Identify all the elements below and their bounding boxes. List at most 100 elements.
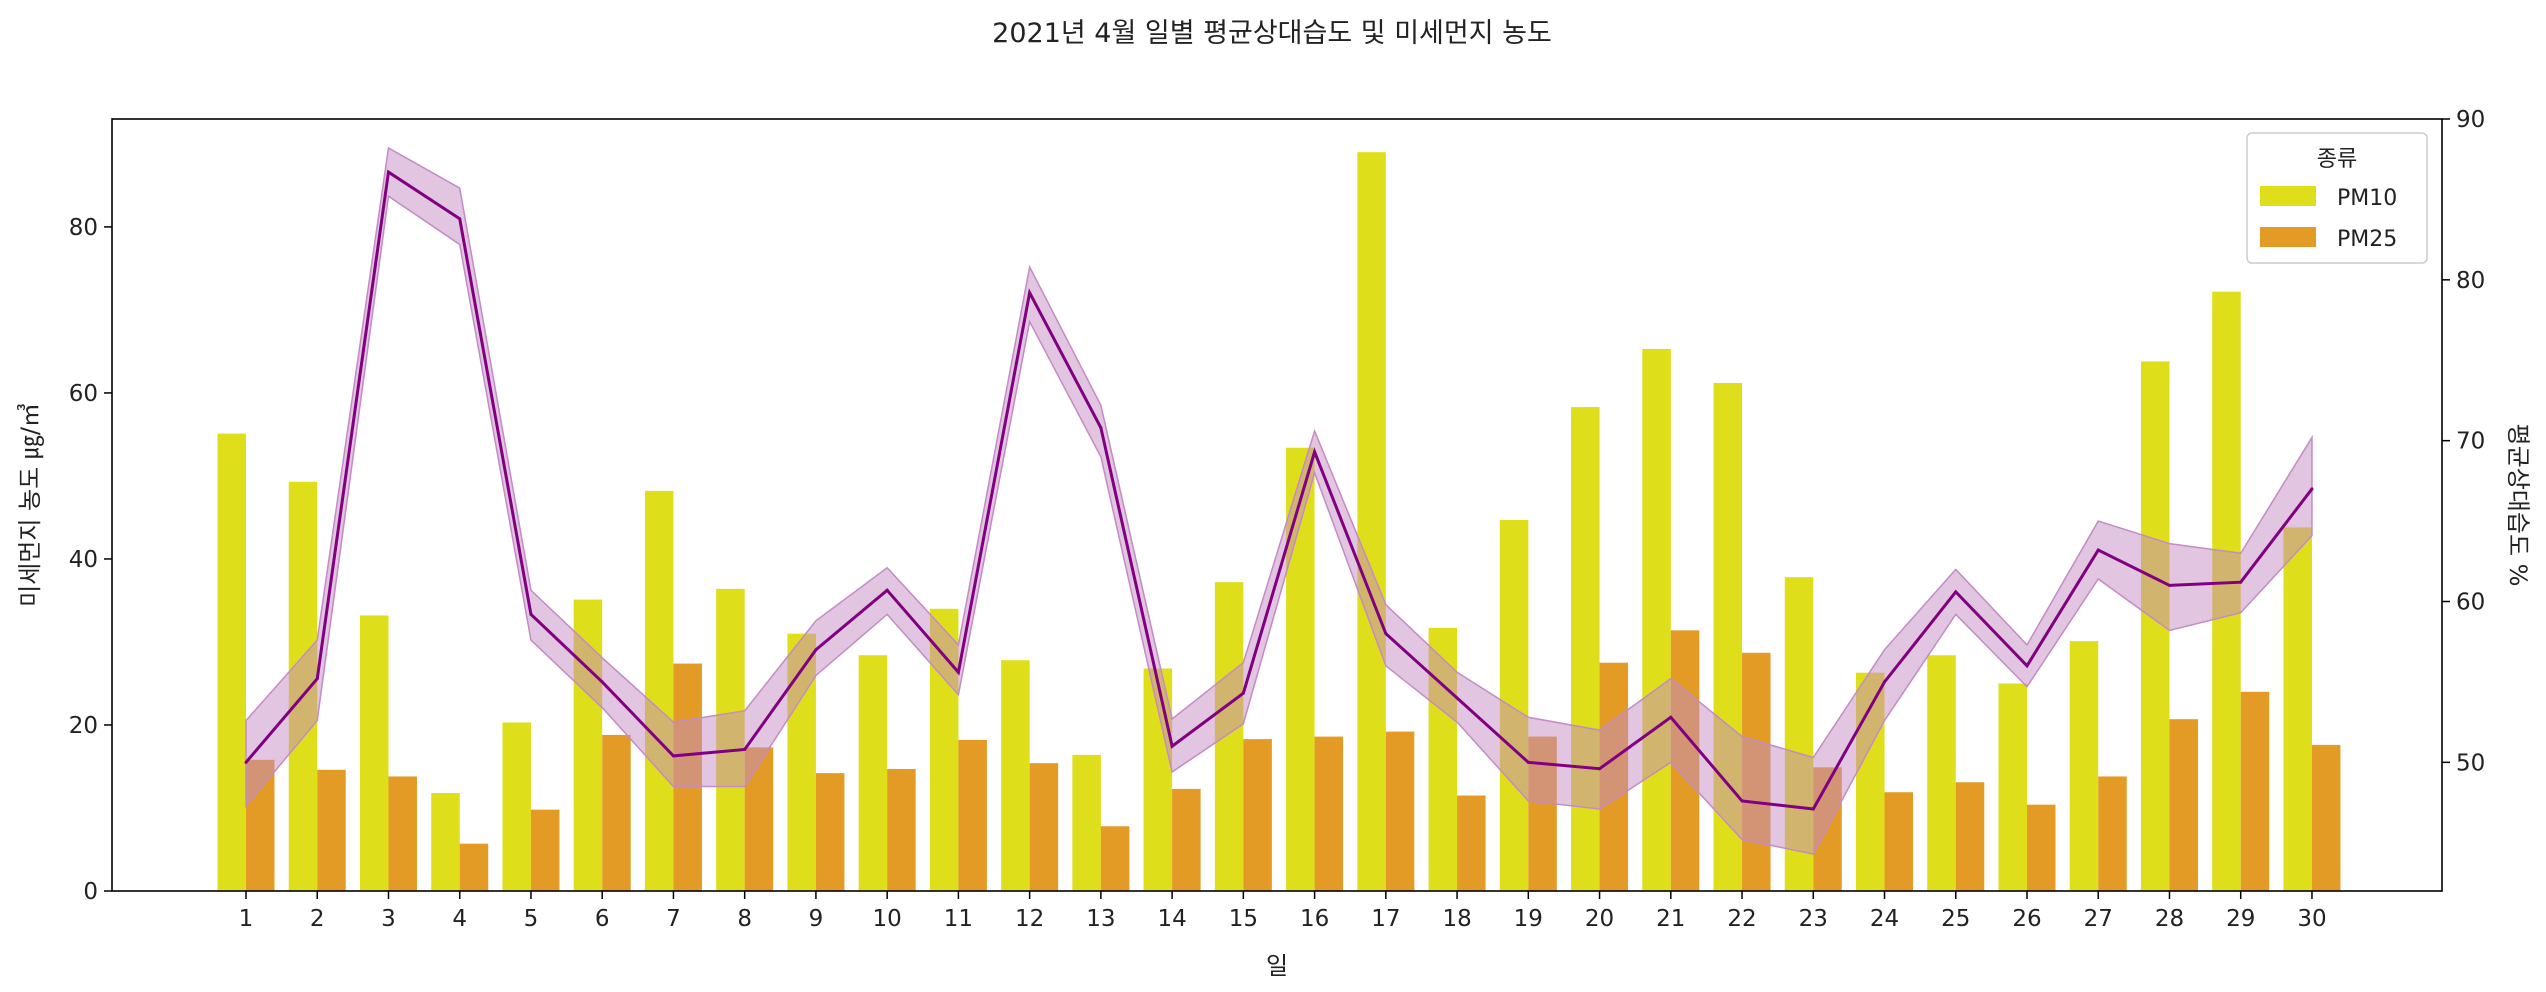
humidity-point <box>386 170 390 174</box>
x-tick-label: 7 <box>666 906 681 932</box>
x-tick-label: 5 <box>524 906 539 932</box>
bar-pm25 <box>958 739 987 891</box>
bar-pm10 <box>1001 660 1030 891</box>
humidity-line <box>244 169 2314 811</box>
bar-pm25 <box>2027 804 2056 891</box>
x-tick-label: 12 <box>1015 906 1044 932</box>
bar-pm25 <box>1385 731 1415 891</box>
humidity-point <box>743 747 747 751</box>
bar-pm25 <box>815 773 845 891</box>
humidity-point <box>1455 696 1459 700</box>
humidity-point <box>1811 807 1815 811</box>
x-tick-label: 19 <box>1514 906 1543 932</box>
bar-layer <box>217 152 2341 892</box>
bar-pm10 <box>1072 754 1101 891</box>
x-tick-label: 22 <box>1727 906 1756 932</box>
bar-pm10 <box>1642 348 1671 891</box>
plot-frame <box>111 118 2443 892</box>
bar-pm25 <box>2240 691 2270 891</box>
bar-pm25 <box>1884 792 1914 891</box>
x-tick-label: 24 <box>1870 906 1899 932</box>
x-axis: 1 2 3 4 5 6 7 8 9 10 11 12 13 14 15 16 17 18 19 20 21 22 23 24 2… <box>239 891 2327 932</box>
x-tick-label: 16 <box>1300 906 1329 932</box>
x-tick-label: 1 <box>239 906 254 932</box>
y-left-tick-label: 20 <box>69 713 98 739</box>
band-layer <box>245 146 2313 855</box>
y-left-tick-label: 0 <box>83 879 98 905</box>
humidity-point <box>2310 487 2314 491</box>
bar-pm25 <box>1457 795 1486 891</box>
bar-pm10 <box>217 433 246 891</box>
humidity-point <box>1028 291 1032 295</box>
bar-pm10 <box>1571 407 1600 891</box>
x-tick-label: 21 <box>1656 906 1685 932</box>
x-tick-label: 6 <box>595 906 610 932</box>
x-tick-label: 26 <box>2012 906 2041 932</box>
bar-pm25 <box>530 809 560 891</box>
x-axis-label: 일 <box>1266 952 1288 980</box>
humidity-point <box>458 217 462 221</box>
humidity-point <box>1313 450 1317 454</box>
humidity-point <box>1598 767 1602 771</box>
bar-pm25 <box>2098 776 2127 891</box>
x-tick-label: 9 <box>809 906 824 932</box>
x-tick-label: 25 <box>1941 906 1970 932</box>
legend-label-pm10: PM10 <box>2337 186 2397 211</box>
x-tick-label: 3 <box>381 906 396 932</box>
bar-pm10 <box>502 722 531 891</box>
x-tick-label: 4 <box>452 906 467 932</box>
x-tick-label: 13 <box>1086 906 1115 932</box>
x-tick-label: 2 <box>310 906 325 932</box>
humidity-point <box>1883 680 1887 684</box>
x-tick-label: 28 <box>2155 906 2184 932</box>
bar-pm10 <box>644 490 674 891</box>
humidity-point <box>1740 799 1744 803</box>
humidity-point <box>956 670 960 674</box>
humidity-point <box>315 677 319 681</box>
humidity-point <box>1669 715 1673 719</box>
y-left-tick-label: 40 <box>69 547 98 573</box>
y-axis-left: 0 20 40 60 80 <box>69 215 112 905</box>
bar-pm10 <box>1357 152 1386 892</box>
humidity-point <box>1954 590 1958 594</box>
x-tick-label: 20 <box>1585 906 1614 932</box>
bar-pm10 <box>359 615 389 891</box>
humidity-point <box>814 648 818 652</box>
bar-pm25 <box>317 769 346 891</box>
bar-pm25 <box>2311 744 2341 891</box>
y-left-tick-label: 80 <box>69 215 98 241</box>
x-tick-label: 14 <box>1157 906 1186 932</box>
y-right-tick-label: 60 <box>2456 590 2485 616</box>
y-right-tick-label: 70 <box>2456 429 2485 455</box>
y-right-tick-label: 90 <box>2456 107 2485 133</box>
humidity-point <box>529 612 533 616</box>
bar-pm25 <box>1314 736 1344 891</box>
bar-pm25 <box>887 768 916 891</box>
bar-pm25 <box>602 734 631 891</box>
bar-pm10 <box>1998 683 2027 891</box>
x-tick-label: 17 <box>1371 906 1400 932</box>
y-axis-left-label: 미세먼지 농도 ㎍/㎥ <box>16 403 45 607</box>
humidity-point <box>1384 632 1388 636</box>
x-tick-label: 10 <box>873 906 902 932</box>
legend-swatch-pm25 <box>2260 227 2316 247</box>
bar-pm25 <box>1029 763 1059 891</box>
x-tick-label: 18 <box>1442 906 1471 932</box>
x-tick-label: 8 <box>737 906 752 932</box>
bar-pm25 <box>1172 788 1201 891</box>
line-layer <box>244 169 2314 811</box>
y-axis-right-label: 평균상대습도 % <box>2504 424 2532 587</box>
chart-title: 2021년 4월 일별 평균상대습도 및 미세먼지 농도 <box>992 18 1552 49</box>
x-tick-label: 23 <box>1799 906 1828 932</box>
humidity-point <box>244 760 248 764</box>
legend: 종류 PM10 PM25 <box>2246 132 2428 264</box>
bar-pm25 <box>1243 739 1272 891</box>
bar-pm10 <box>2069 641 2099 891</box>
y-axis-right: 50 60 70 80 90 <box>2442 107 2485 776</box>
humidity-point <box>2167 583 2171 587</box>
humidity-point <box>671 754 675 758</box>
legend-swatch-pm10 <box>2260 186 2316 206</box>
humidity-band <box>245 146 2313 855</box>
bar-pm25 <box>388 776 417 891</box>
